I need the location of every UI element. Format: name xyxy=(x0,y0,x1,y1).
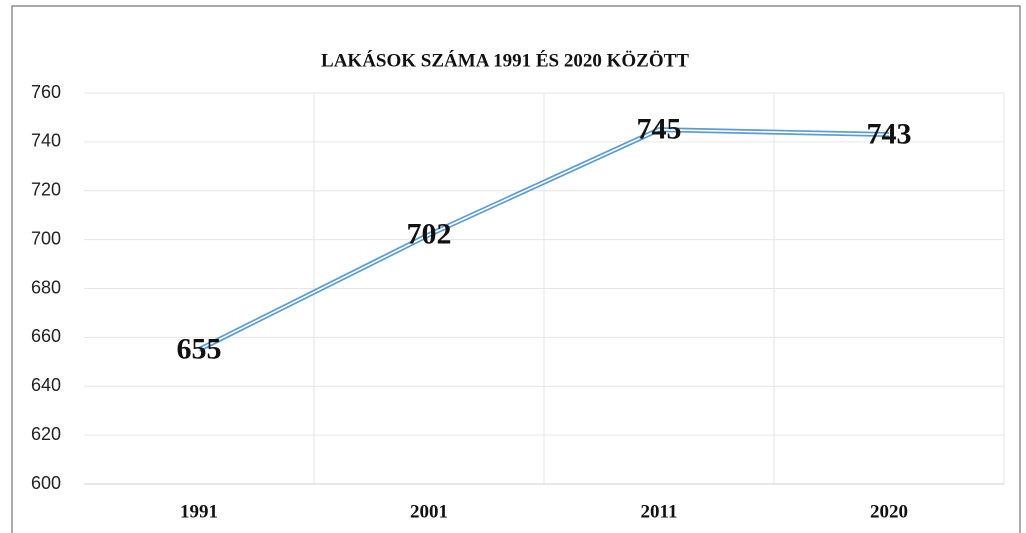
y-tick-label: 680 xyxy=(31,277,61,297)
x-tick-label: 1991 xyxy=(180,501,218,522)
y-tick-label: 620 xyxy=(31,424,61,444)
data-label: 702 xyxy=(407,218,452,251)
chart-title: LAKÁSOK SZÁMA 1991 ÉS 2020 KÖZÖTT xyxy=(321,49,689,71)
x-tick-label: 2011 xyxy=(641,501,678,522)
x-tick-label: 2020 xyxy=(870,501,908,522)
y-tick-label: 760 xyxy=(31,82,61,102)
x-tick-label: 2001 xyxy=(410,501,448,522)
y-tick-label: 640 xyxy=(31,375,61,395)
y-tick-label: 700 xyxy=(31,228,61,248)
data-label: 743 xyxy=(867,117,912,150)
y-tick-label: 600 xyxy=(31,473,61,493)
chart-frame xyxy=(11,5,1021,533)
y-tick-label: 660 xyxy=(31,326,61,346)
data-label: 655 xyxy=(177,332,222,365)
line-series-inner xyxy=(198,128,890,351)
y-tick-label: 740 xyxy=(31,131,61,151)
y-tick-label: 720 xyxy=(31,180,61,200)
data-label: 745 xyxy=(637,113,682,146)
